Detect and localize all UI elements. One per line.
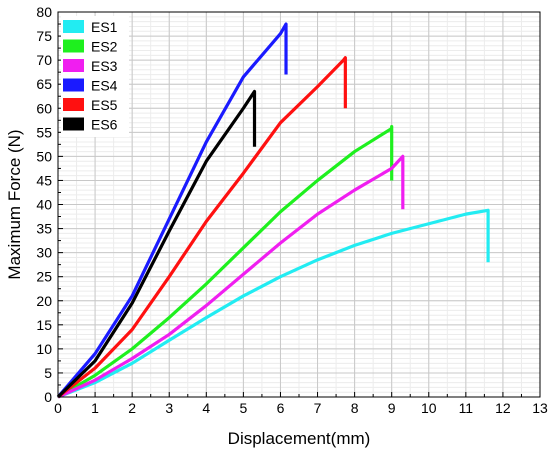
legend: ES1 ES2 ES3 ES4 ES5 ES6 bbox=[61, 16, 129, 137]
y-tick-label: 0 bbox=[44, 389, 52, 405]
y-tick-label: 50 bbox=[36, 148, 52, 164]
y-tick-label: 20 bbox=[36, 293, 52, 309]
y-tick-label: 45 bbox=[36, 172, 52, 188]
x-tick-label: 6 bbox=[277, 400, 285, 416]
legend-box bbox=[61, 16, 129, 137]
x-tick-label: 12 bbox=[495, 400, 511, 416]
series-line-es4 bbox=[56, 22, 288, 399]
x-tick-label: 7 bbox=[314, 400, 322, 416]
y-tick-label: 25 bbox=[36, 269, 52, 285]
y-tick-label: 55 bbox=[36, 124, 52, 140]
legend-swatch-es1 bbox=[63, 20, 84, 33]
legend-swatch-es6 bbox=[63, 117, 84, 131]
legend-label-es1: ES1 bbox=[91, 19, 118, 35]
series-line-es2 bbox=[57, 124, 394, 399]
x-tick-labels: 0 1 2 3 4 5 6 7 8 9 10 11 12 13 bbox=[54, 400, 548, 416]
legend-label-es5: ES5 bbox=[91, 97, 118, 113]
x-tick-label: 11 bbox=[459, 400, 474, 416]
series-line-es5 bbox=[57, 56, 347, 399]
legend-label-es6: ES6 bbox=[91, 117, 118, 133]
y-tick-labels: 0 5 10 15 20 25 30 35 40 45 50 55 60 65 70 75 80 bbox=[36, 4, 52, 405]
y-tick-label: 10 bbox=[36, 341, 52, 357]
y-tick-label: 5 bbox=[44, 365, 52, 381]
series-line-es3 bbox=[57, 154, 405, 399]
x-tick-label: 8 bbox=[351, 400, 359, 416]
x-axis-title: Displacement(mm) bbox=[228, 429, 371, 448]
axis-ticks bbox=[57, 11, 541, 398]
y-tick-label: 65 bbox=[36, 76, 52, 92]
y-tick-label: 60 bbox=[36, 100, 52, 116]
series-line-es6 bbox=[56, 89, 257, 399]
x-tick-label: 1 bbox=[91, 400, 99, 416]
legend-label-es3: ES3 bbox=[91, 58, 118, 74]
y-tick-label: 15 bbox=[36, 317, 52, 333]
y-tick-label: 30 bbox=[36, 245, 52, 261]
y-tick-label: 70 bbox=[36, 52, 52, 68]
y-axis-title: Maximum Force (N) bbox=[5, 129, 24, 279]
legend-swatch-es2 bbox=[63, 39, 84, 53]
x-tick-label: 13 bbox=[532, 400, 548, 416]
x-tick-label: 4 bbox=[202, 400, 210, 416]
x-tick-label: 10 bbox=[421, 400, 437, 416]
y-tick-label: 40 bbox=[36, 197, 52, 213]
legend-label-es4: ES4 bbox=[91, 78, 118, 94]
legend-label-es2: ES2 bbox=[91, 39, 118, 55]
legend-swatch-es5 bbox=[63, 98, 84, 111]
legend-swatch-es4 bbox=[63, 78, 84, 92]
series-layer bbox=[56, 22, 490, 399]
y-tick-label: 35 bbox=[36, 221, 52, 237]
x-tick-label: 5 bbox=[239, 400, 247, 416]
y-tick-label: 80 bbox=[36, 4, 52, 20]
x-tick-label: 2 bbox=[128, 400, 136, 416]
series-line-es1 bbox=[57, 208, 490, 399]
x-tick-label: 0 bbox=[54, 400, 62, 416]
legend-swatch-es3 bbox=[63, 59, 84, 72]
x-tick-label: 9 bbox=[388, 400, 396, 416]
x-tick-label: 3 bbox=[165, 400, 173, 416]
y-tick-label: 75 bbox=[36, 28, 52, 44]
